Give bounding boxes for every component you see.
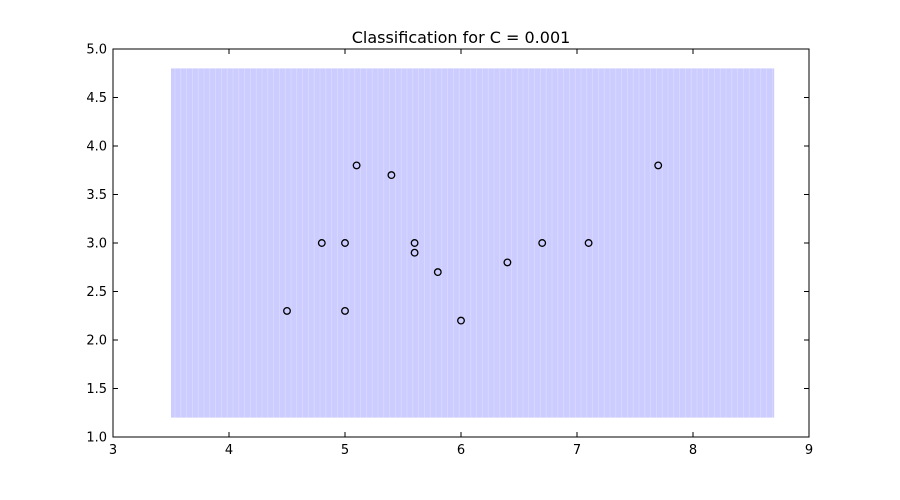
y-tick-label: 2.5	[86, 285, 107, 300]
x-tick-label: 7	[573, 443, 581, 458]
y-tick-label: 4.5	[86, 91, 107, 106]
data-point	[433, 268, 442, 277]
y-tick-label: 4.0	[86, 140, 107, 155]
x-tick-label: 3	[109, 443, 117, 458]
y-tick-label: 5.0	[86, 43, 107, 58]
axes-layer: 3 4 5 6 7 8 9 1.0 1.5 2.0 2.5 3.0 3.5 4.0 4.5 5.0	[86, 43, 813, 459]
decision-region-mesh	[174, 68, 773, 418]
data-point	[387, 171, 396, 180]
x-tick-label: 5	[341, 443, 349, 458]
y-tick-label: 2.0	[86, 334, 107, 349]
decision-region-layer	[171, 68, 775, 418]
data-point	[503, 258, 512, 267]
x-tick-label: 9	[805, 443, 813, 458]
data-point	[341, 239, 349, 247]
y-tick-label: 1.5	[86, 382, 107, 397]
x-tick-label: 4	[225, 443, 233, 458]
data-point	[341, 306, 349, 315]
data-point	[352, 161, 361, 170]
decision-region	[171, 68, 775, 418]
data-point	[410, 248, 419, 257]
data-point	[584, 239, 593, 247]
y-tick-label: 1.0	[86, 431, 107, 446]
x-tick-label: 8	[689, 443, 697, 458]
data-point	[654, 161, 663, 170]
x-tick-label: 6	[457, 443, 465, 458]
data-point	[457, 316, 465, 325]
y-tick-label: 3.0	[86, 237, 107, 252]
data-point	[538, 239, 547, 247]
data-point	[410, 239, 419, 247]
data-point	[317, 239, 326, 247]
data-point	[283, 306, 291, 315]
chart-title: Classification for C = 0.001	[352, 28, 571, 47]
y-tick-label: 3.5	[86, 188, 107, 203]
data-points-layer	[283, 161, 663, 325]
